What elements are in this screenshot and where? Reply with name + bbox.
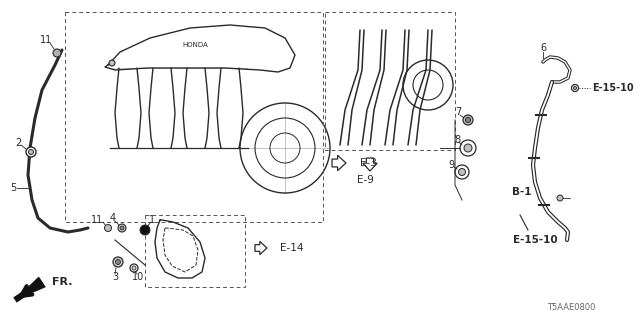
Circle shape — [140, 225, 150, 235]
Circle shape — [109, 60, 115, 66]
Circle shape — [26, 147, 36, 157]
Text: 5: 5 — [10, 183, 16, 193]
Polygon shape — [15, 277, 45, 300]
Circle shape — [458, 169, 465, 175]
Circle shape — [120, 226, 124, 230]
Circle shape — [557, 195, 563, 201]
Circle shape — [115, 260, 120, 265]
Circle shape — [465, 117, 470, 123]
Text: 6: 6 — [540, 43, 546, 53]
Text: E-15-10: E-15-10 — [513, 235, 557, 245]
Circle shape — [113, 257, 123, 267]
Text: E-14: E-14 — [280, 243, 303, 253]
Text: 2: 2 — [15, 138, 21, 148]
Text: 8: 8 — [454, 135, 460, 145]
Text: E-9: E-9 — [357, 175, 374, 185]
Text: B-1: B-1 — [512, 187, 531, 197]
Circle shape — [132, 266, 136, 270]
Text: HONDA: HONDA — [182, 42, 208, 48]
Text: 9: 9 — [448, 160, 454, 170]
Text: E-3: E-3 — [360, 158, 377, 168]
Text: FR.: FR. — [52, 277, 72, 287]
Circle shape — [104, 225, 111, 231]
Circle shape — [118, 224, 126, 232]
Circle shape — [130, 264, 138, 272]
Text: 11: 11 — [91, 215, 103, 225]
Circle shape — [572, 84, 579, 92]
Circle shape — [29, 149, 33, 155]
Text: 10: 10 — [132, 272, 144, 282]
Circle shape — [464, 144, 472, 152]
Text: 11: 11 — [40, 35, 52, 45]
Circle shape — [53, 49, 61, 57]
Circle shape — [573, 86, 577, 90]
Text: E-15-10: E-15-10 — [592, 83, 634, 93]
Text: T5AAE0800: T5AAE0800 — [547, 303, 595, 313]
Circle shape — [463, 115, 473, 125]
Text: 4: 4 — [110, 213, 116, 223]
Text: 7: 7 — [455, 107, 461, 117]
Text: 1: 1 — [149, 215, 155, 225]
Text: 3: 3 — [112, 272, 118, 282]
